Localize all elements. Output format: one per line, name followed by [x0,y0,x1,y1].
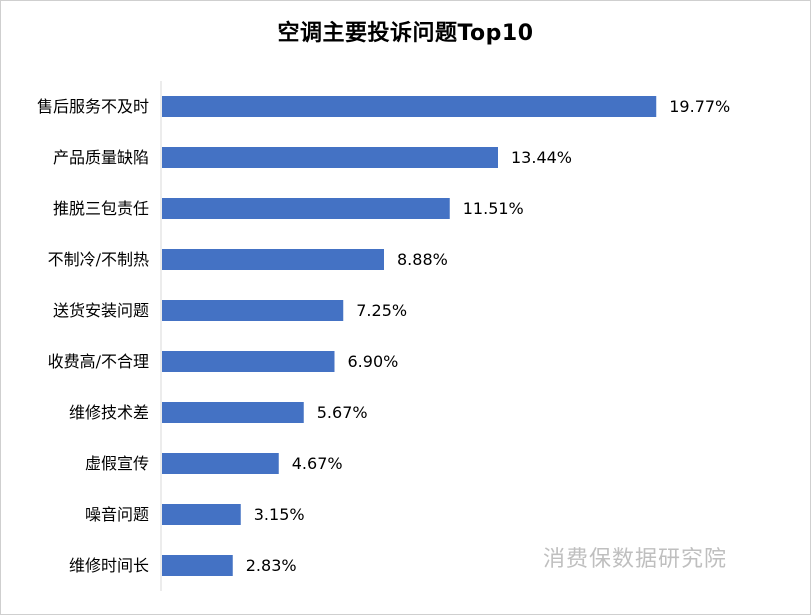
value-label: 11.51% [463,199,524,218]
value-label: 8.88% [397,250,448,269]
bar [162,300,344,321]
value-label: 6.90% [348,352,399,371]
value-label: 19.77% [669,97,730,116]
value-label: 4.67% [292,454,343,473]
category-label: 推脱三包责任 [53,199,149,218]
category-label: 不制冷/不制热 [48,250,149,269]
bar [162,555,233,576]
category-label: 维修时间长 [69,556,149,575]
category-label: 收费高/不合理 [48,352,149,371]
value-label: 2.83% [246,556,297,575]
value-label: 5.67% [317,403,368,422]
category-label: 产品质量缺陷 [53,148,149,167]
value-label: 13.44% [511,148,572,167]
bar [162,96,657,117]
chart-title: 空调主要投诉问题Top10 [277,21,534,46]
bar [162,453,279,474]
category-label: 噪音问题 [85,505,149,524]
category-label: 送货安装问题 [53,301,149,320]
bar [162,249,384,270]
bar [162,351,335,372]
category-label: 虚假宣传 [85,454,149,473]
bar [162,198,450,219]
watermark-text: 消费保数据研究院 [543,547,728,572]
bar [162,504,241,525]
bar [162,147,498,168]
bar [162,402,304,423]
category-label: 售后服务不及时 [37,97,149,116]
value-label: 7.25% [356,301,407,320]
category-label: 维修技术差 [69,403,149,422]
value-label: 3.15% [254,505,305,524]
